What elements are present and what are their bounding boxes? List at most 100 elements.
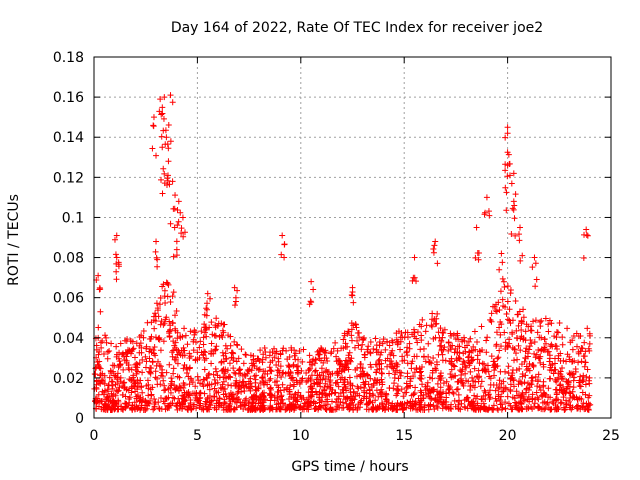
data-point xyxy=(475,256,482,263)
data-point xyxy=(505,316,512,323)
data-point xyxy=(412,401,419,408)
data-point xyxy=(571,374,578,381)
data-point xyxy=(286,388,293,395)
data-point xyxy=(341,330,348,337)
data-point xyxy=(520,306,527,313)
data-point xyxy=(512,232,519,239)
data-point xyxy=(422,358,429,365)
data-point xyxy=(397,346,404,353)
data-point xyxy=(318,365,325,372)
data-point xyxy=(169,99,176,106)
data-point xyxy=(181,352,188,359)
data-point xyxy=(152,368,159,375)
data-point xyxy=(552,386,559,393)
data-point xyxy=(226,373,233,380)
data-point xyxy=(579,389,586,396)
data-point xyxy=(274,372,281,379)
data-point xyxy=(446,389,453,396)
data-point xyxy=(360,337,367,344)
data-point xyxy=(508,180,515,187)
data-point xyxy=(467,387,474,394)
data-point xyxy=(434,310,441,317)
data-point xyxy=(178,230,185,237)
data-point xyxy=(174,373,181,380)
data-point xyxy=(187,404,194,411)
data-point xyxy=(150,347,157,354)
data-point xyxy=(457,377,464,384)
data-point xyxy=(165,403,172,410)
data-point xyxy=(347,381,354,388)
data-point xyxy=(123,338,130,345)
data-point xyxy=(559,376,566,383)
data-point xyxy=(512,297,519,304)
data-point xyxy=(161,382,168,389)
data-point xyxy=(419,381,426,388)
data-point xyxy=(518,318,525,325)
data-point xyxy=(149,359,156,366)
data-point xyxy=(179,214,186,221)
data-point xyxy=(488,310,495,317)
data-point xyxy=(471,365,478,372)
data-point xyxy=(171,224,178,231)
data-point xyxy=(350,406,357,413)
data-point xyxy=(99,398,106,405)
data-point xyxy=(581,339,588,346)
data-point xyxy=(150,123,157,130)
data-point xyxy=(321,402,328,409)
data-point xyxy=(506,340,513,347)
data-point xyxy=(253,372,260,379)
data-point xyxy=(271,345,278,352)
data-point xyxy=(162,127,169,134)
data-point xyxy=(186,354,193,361)
data-point xyxy=(494,363,501,370)
data-point xyxy=(378,376,385,383)
data-point xyxy=(504,173,511,180)
data-point xyxy=(181,325,188,332)
data-point xyxy=(581,363,588,370)
data-point xyxy=(528,375,535,382)
data-point xyxy=(432,334,439,341)
data-point xyxy=(142,402,149,409)
data-point xyxy=(411,274,418,281)
data-point xyxy=(441,326,448,333)
data-point xyxy=(430,402,437,409)
data-point xyxy=(358,346,365,353)
data-point xyxy=(162,316,169,323)
data-point xyxy=(518,401,525,408)
data-point xyxy=(206,401,213,408)
data-point xyxy=(569,346,576,353)
data-point xyxy=(173,354,180,361)
data-point xyxy=(247,375,254,382)
data-point xyxy=(519,391,526,398)
data-point xyxy=(220,406,227,413)
data-point xyxy=(487,387,494,394)
data-point xyxy=(346,357,353,364)
data-point xyxy=(261,405,268,412)
data-point xyxy=(364,372,371,379)
data-point xyxy=(586,347,593,354)
x-tick-label: 15 xyxy=(395,428,413,444)
data-point xyxy=(349,337,356,344)
data-point xyxy=(507,402,514,409)
data-point xyxy=(230,350,237,357)
data-point xyxy=(544,399,551,406)
data-point xyxy=(266,377,273,384)
data-point xyxy=(170,253,177,260)
data-point xyxy=(174,360,181,367)
data-point xyxy=(496,377,503,384)
data-point xyxy=(501,283,508,290)
data-point xyxy=(213,315,220,322)
data-point xyxy=(242,402,249,409)
data-point xyxy=(401,357,408,364)
data-point xyxy=(478,404,485,411)
data-point xyxy=(254,355,261,362)
data-point xyxy=(445,339,452,346)
data-point xyxy=(551,360,558,367)
data-point xyxy=(101,372,108,379)
data-point xyxy=(286,372,293,379)
data-point xyxy=(504,130,511,137)
data-point xyxy=(187,397,194,404)
data-point xyxy=(234,397,241,404)
data-point xyxy=(515,322,522,329)
data-point xyxy=(201,377,208,384)
